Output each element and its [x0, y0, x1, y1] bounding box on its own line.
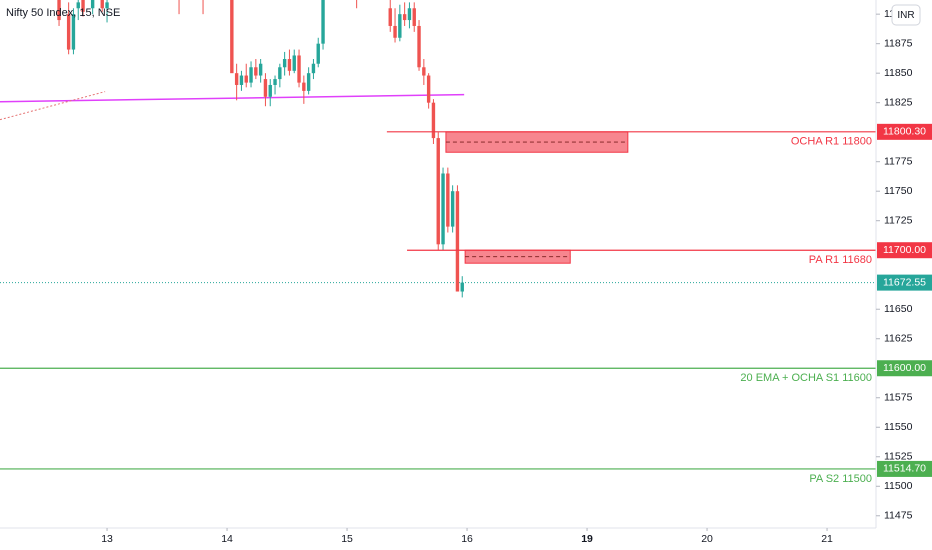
candle-body [422, 67, 426, 76]
y-tick-label: 11825 [884, 96, 913, 108]
level-label: 20 EMA + OCHA S1 11600 [740, 372, 872, 384]
candle-body [426, 75, 431, 103]
candle-body [412, 8, 416, 26]
plot-area: OCHA R1 11800 PA R1 11680 20 EMA + OCHA S1… [0, 0, 876, 485]
price-tag [877, 460, 932, 477]
candle-body [263, 79, 268, 97]
candle-body [254, 67, 258, 76]
level-label: PA R1 11680 [809, 254, 872, 266]
price-tag-label: 11800.30 [883, 126, 926, 138]
candle-body [398, 14, 402, 38]
candle-body [393, 25, 397, 38]
candle-body [316, 43, 320, 64]
candle-body [234, 73, 239, 85]
x-tick-label: 13 [101, 533, 113, 545]
x-tick-label: 14 [221, 533, 233, 545]
x-tick-label: 19 [581, 533, 593, 545]
candle-body [90, 0, 95, 9]
candle-body [407, 8, 412, 21]
x-tick-label: 20 [701, 533, 713, 545]
candle-body [450, 191, 455, 227]
candle-body [306, 73, 311, 91]
y-tick-label: 11525 [884, 451, 913, 463]
level-label: PA S2 11500 [809, 473, 872, 485]
candle-body [417, 25, 421, 68]
candle-body [100, 0, 104, 9]
price-tag-label: 11514.70 [883, 463, 926, 475]
candle-body [321, 0, 325, 44]
price-tag-label: 11700.00 [883, 244, 926, 256]
y-tick-label: 11550 [884, 421, 913, 433]
x-tick-label: 15 [341, 533, 353, 545]
x-tick-label: 21 [821, 533, 833, 545]
candle-body [402, 14, 407, 21]
candle-body [302, 82, 306, 91]
trend-line [0, 93, 465, 103]
candle-body [282, 59, 287, 68]
price-tag [877, 242, 932, 259]
price-tag [877, 360, 932, 377]
price-tag [877, 123, 932, 140]
candle-body [311, 63, 316, 74]
candle-body [66, 14, 71, 50]
y-tick-label: 11625 [884, 333, 913, 345]
candle-body [230, 0, 234, 74]
price-tag-label: 11600.00 [883, 362, 926, 374]
y-tick-label: 11850 [884, 67, 913, 79]
candle-body [81, 0, 85, 12]
x-tick-label: 16 [461, 533, 473, 545]
candle-body [105, 2, 109, 9]
candle-body [273, 79, 277, 85]
candle-body [436, 138, 440, 245]
candle-body [431, 102, 436, 139]
last-price-tag [877, 274, 932, 291]
candle-body [76, 2, 80, 9]
y-tick-label: 11775 [884, 155, 913, 167]
candle-body [268, 84, 272, 97]
y-tick-label: 11650 [884, 303, 913, 315]
last-price-tag-label: 11672.55 [883, 276, 926, 288]
candle-body [258, 63, 263, 76]
candle-body [297, 55, 301, 83]
y-tick-label: 11500 [884, 480, 913, 492]
candle-body [455, 191, 460, 292]
chart-title: Nifty 50 Index, 15, NSE [6, 7, 120, 19]
candle-body [278, 67, 282, 80]
candle-body [460, 282, 464, 292]
candle-body [292, 55, 296, 71]
y-tick-label: 11575 [884, 392, 913, 404]
level-label: OCHA R1 11800 [791, 136, 872, 148]
y-tick-label: 11475 [884, 510, 913, 522]
y-tick-label: 11875 [884, 37, 913, 49]
candle-body [71, 14, 76, 50]
currency-badge[interactable] [891, 4, 921, 26]
candle-body [441, 173, 445, 245]
candle-body [446, 173, 450, 227]
y-tick-label: 11725 [884, 214, 913, 226]
currency-label[interactable]: INR [897, 10, 914, 21]
candle-body [388, 8, 392, 26]
y-tick-label: 11750 [884, 185, 913, 197]
candle-body [249, 67, 253, 83]
candle-body [239, 75, 244, 85]
candle-body [244, 75, 248, 83]
candle-body [287, 59, 292, 71]
candle-body [57, 0, 61, 21]
